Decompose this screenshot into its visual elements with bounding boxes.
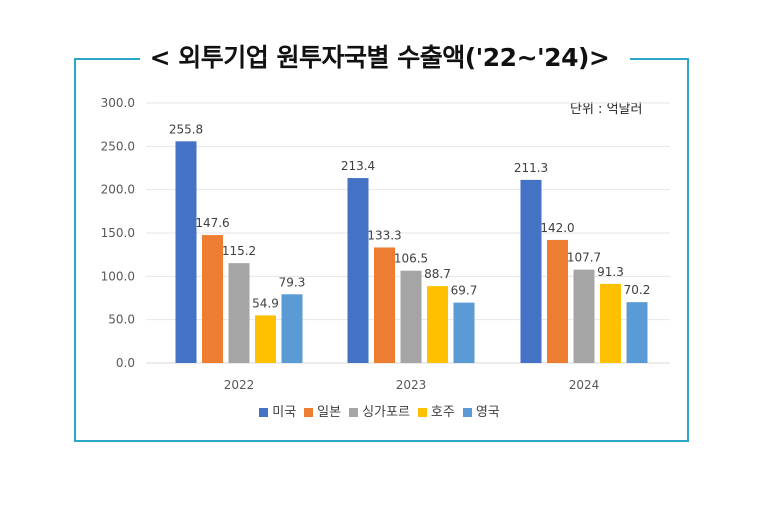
- legend-label: 미국: [272, 405, 297, 420]
- bar: [600, 283, 621, 363]
- y-tick-label: 0.0: [116, 356, 135, 370]
- bar: [202, 235, 223, 363]
- y-tick-label: 300.0: [101, 96, 135, 110]
- data-label: 255.8: [169, 122, 203, 136]
- data-label: 142.0: [540, 221, 574, 235]
- title-background: [140, 40, 630, 76]
- legend-item: 영국: [462, 401, 500, 420]
- bar: [255, 315, 276, 363]
- legend-swatch: [349, 408, 359, 417]
- legend-label: 호주: [430, 405, 455, 420]
- x-category-label: 2023: [396, 378, 427, 392]
- unit-label: 단위 : 억달러: [570, 102, 643, 117]
- chart-title: < 외투기업 원투자국별 수출액('22~'24)>: [149, 43, 610, 72]
- legend-swatch: [259, 408, 269, 417]
- data-label: 107.7: [567, 251, 601, 265]
- legend-swatch: [304, 408, 314, 417]
- x-category-label: 2022: [224, 378, 255, 392]
- y-tick-label: 50.0: [108, 313, 135, 327]
- legend-label: 일본: [317, 405, 342, 420]
- y-tick-label: 250.0: [101, 139, 135, 153]
- legend-swatch: [462, 408, 472, 417]
- data-label: 106.5: [394, 252, 428, 266]
- data-label: 88.7: [424, 267, 451, 281]
- bar: [400, 270, 422, 363]
- bar: [228, 263, 250, 363]
- data-label: 211.3: [514, 161, 548, 175]
- data-label: 69.7: [451, 284, 478, 298]
- legend-item: 미국: [259, 401, 296, 420]
- bar: [547, 239, 568, 363]
- bar: [281, 294, 303, 363]
- data-label: 70.2: [624, 283, 651, 297]
- y-tick-label: 100.0: [101, 269, 135, 283]
- legend-item: 싱가포르: [349, 401, 410, 420]
- legend-swatch: [417, 408, 427, 417]
- legend-item: 일본: [304, 401, 341, 420]
- bar: [453, 302, 475, 363]
- bar: [573, 269, 595, 363]
- data-label: 91.3: [597, 265, 624, 279]
- data-label: 147.6: [195, 216, 229, 230]
- bar: [626, 302, 648, 363]
- bar: [374, 247, 395, 363]
- bar: [175, 141, 197, 363]
- data-label: 115.2: [222, 244, 256, 258]
- data-label: 79.3: [279, 275, 306, 289]
- data-label: 133.3: [367, 228, 401, 242]
- data-label: 213.4: [341, 159, 375, 173]
- legend: 미국 일본 싱가포르 호주 영국: [0, 401, 759, 420]
- legend-label: 영국: [475, 405, 500, 420]
- x-category-label: 2024: [569, 378, 600, 392]
- y-tick-label: 200.0: [101, 183, 135, 197]
- y-tick-label: 150.0: [101, 226, 135, 240]
- bar: [520, 179, 542, 363]
- legend-item: 호주: [417, 401, 455, 420]
- data-label: 54.9: [252, 296, 279, 310]
- legend-label: 싱가포르: [362, 405, 410, 420]
- bar: [427, 286, 448, 363]
- bar: [347, 178, 369, 363]
